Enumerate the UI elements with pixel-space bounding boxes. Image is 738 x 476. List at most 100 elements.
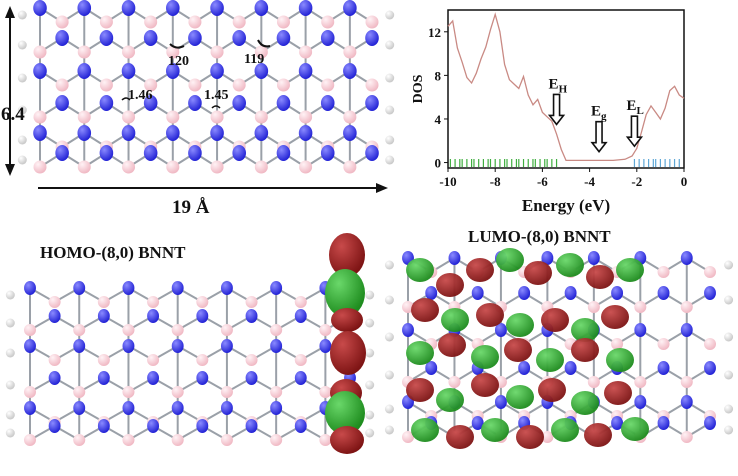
bond-mark-2 <box>211 105 221 109</box>
boron-atom <box>321 15 335 29</box>
hydrogen-atom <box>365 428 375 438</box>
boron-atom <box>73 434 86 446</box>
boron-atom <box>232 15 246 29</box>
hydrogen-atom <box>385 155 395 165</box>
nitrogen-atom <box>270 281 283 295</box>
negative-orbital-lobe <box>496 248 524 272</box>
hydrogen-atom <box>5 428 15 438</box>
negative-orbital-lobe <box>441 308 469 332</box>
nitrogen-atom <box>319 339 332 353</box>
nitrogen-atom <box>365 145 379 161</box>
boron-atom <box>171 434 184 446</box>
nitrogen-atom <box>166 125 180 141</box>
boron-atom <box>210 160 224 174</box>
hydrogen-atom <box>17 73 27 83</box>
nitrogen-atom <box>121 63 136 79</box>
hydrogen-atom <box>384 332 394 342</box>
positive-orbital-lobe <box>584 423 612 447</box>
hydrogen-atom <box>5 348 15 358</box>
nitrogen-atom <box>276 145 291 161</box>
boron-atom <box>245 354 258 366</box>
boron-atom <box>188 15 202 29</box>
angle-label-2: 119 <box>244 52 265 67</box>
nitrogen-atom <box>48 371 61 385</box>
negative-orbital-lobe <box>536 348 564 372</box>
boron-atom <box>122 324 135 336</box>
nitrogen-atom <box>245 309 258 323</box>
nitrogen-atom <box>33 125 47 141</box>
height-arrow-head-top <box>5 6 15 18</box>
boron-atom <box>220 386 233 398</box>
nitrogen-atom <box>143 145 158 161</box>
hydrogen-atom <box>17 105 27 115</box>
nitrogen-atom <box>320 30 335 46</box>
negative-orbital-lobe <box>325 269 365 317</box>
nitrogen-atom <box>704 286 716 300</box>
negative-orbital-lobe <box>571 318 599 342</box>
boron-atom <box>188 78 202 92</box>
boron-atom <box>299 45 313 59</box>
nitrogen-atom <box>587 251 600 265</box>
nitrogen-atom <box>704 361 716 375</box>
hydrogen-atom <box>5 290 15 300</box>
boron-atom <box>122 160 136 174</box>
negative-orbital-lobe <box>621 417 649 441</box>
nitrogen-atom <box>77 63 92 79</box>
nitrogen-atom <box>33 63 47 79</box>
nitrogen-atom <box>657 286 670 300</box>
nitrogen-atom <box>196 419 209 433</box>
energy-arrow <box>547 93 566 126</box>
boron-atom <box>210 45 224 59</box>
negative-orbital-lobe <box>506 313 534 337</box>
nitrogen-atom <box>365 30 379 46</box>
nitrogen-atom <box>471 286 484 300</box>
boron-atom <box>343 160 357 174</box>
nitrogen-atom <box>97 371 110 385</box>
boron-atom <box>122 434 135 446</box>
boron-atom <box>48 354 61 366</box>
nitrogen-atom <box>320 145 335 161</box>
nitrogen-atom <box>143 95 158 111</box>
nitrogen-atom <box>147 371 160 385</box>
nitrogen-atom <box>657 416 670 430</box>
hydrogen-atom <box>385 40 395 50</box>
hydrogen-atom <box>384 404 394 414</box>
nitrogen-atom <box>55 95 69 111</box>
hydrogen-atom <box>384 260 394 270</box>
boron-atom <box>166 110 180 124</box>
nitrogen-atom <box>657 361 670 375</box>
boron-atom <box>270 434 283 446</box>
hydrogen-atom <box>17 40 27 50</box>
bond-label-1: 1.46 <box>128 88 153 103</box>
nitrogen-atom <box>73 339 86 353</box>
boron-atom <box>220 324 233 336</box>
angle-mark-1 <box>169 43 185 49</box>
nitrogen-atom <box>343 0 357 16</box>
boron-atom <box>122 45 136 59</box>
angle-mark-2 <box>257 39 271 48</box>
boron-atom <box>319 324 332 336</box>
nitrogen-atom <box>320 95 335 111</box>
boron-atom <box>122 386 135 398</box>
nitrogen-atom <box>99 145 114 161</box>
nitrogen-atom <box>704 416 716 430</box>
nitrogen-atom <box>245 419 258 433</box>
length-label: 19 Å <box>172 197 210 218</box>
boron-atom <box>343 45 357 59</box>
boron-atom <box>196 354 209 366</box>
hydrogen-atom <box>385 10 395 20</box>
nitrogen-atom <box>270 339 283 353</box>
boron-atom <box>210 110 224 124</box>
nitrogen-atom <box>232 145 246 161</box>
hydrogen-atom <box>5 318 15 328</box>
boron-atom <box>611 338 624 350</box>
negative-orbital-lobe <box>506 385 534 409</box>
hydrogen-atom <box>365 410 375 420</box>
boron-atom <box>232 78 246 92</box>
hydrogen-atom <box>384 295 394 305</box>
x-axis-label: Energy (eV) <box>522 196 610 215</box>
y-tick-label: 4 <box>435 112 442 127</box>
nitrogen-atom <box>294 419 307 433</box>
nitrogen-atom <box>270 401 283 415</box>
negative-orbital-lobe <box>606 348 634 372</box>
